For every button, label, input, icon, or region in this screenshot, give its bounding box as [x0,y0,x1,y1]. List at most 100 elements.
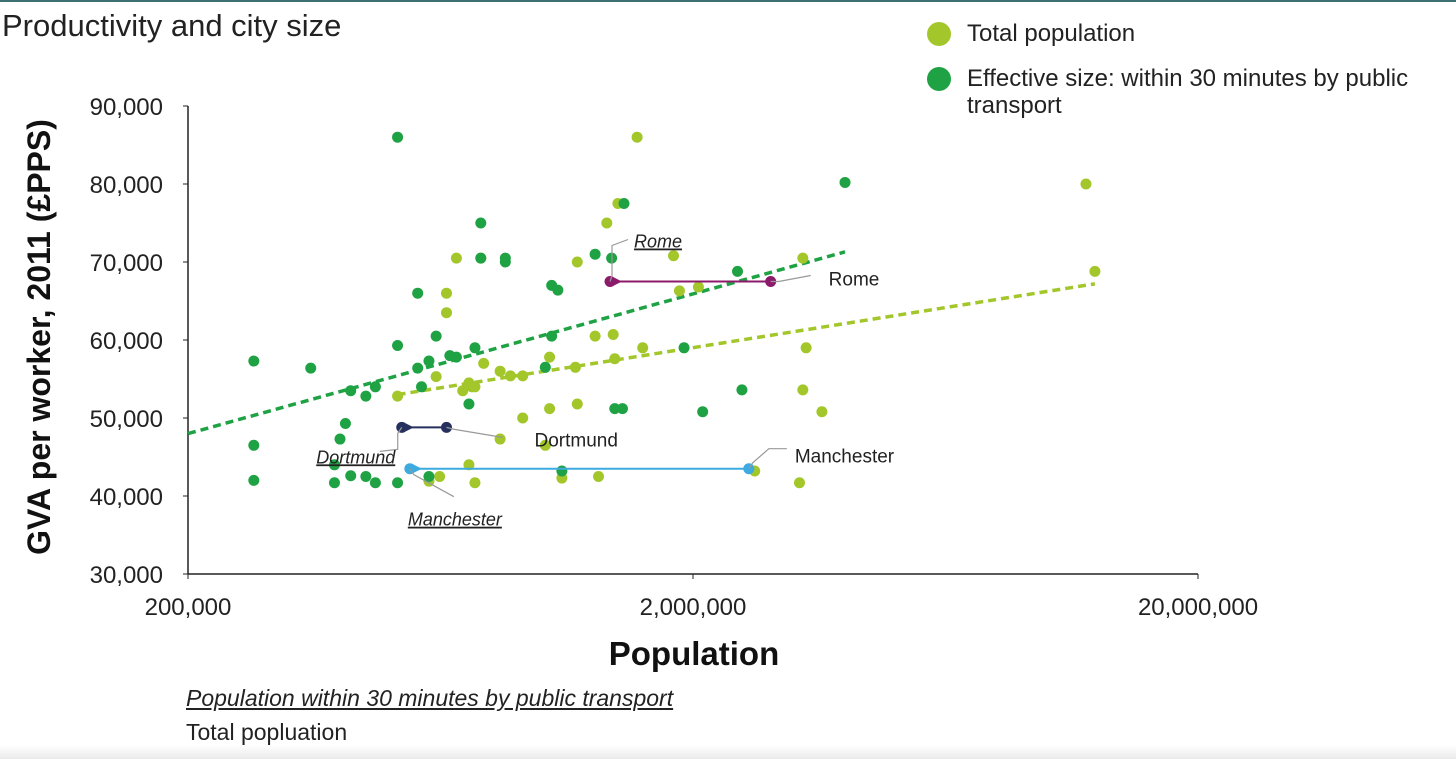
point-effective-size [616,403,628,415]
point-effective-size [469,342,481,354]
bottom-shade [0,745,1456,759]
point-effective-size [392,339,404,351]
leader-manchester-effective [409,468,455,498]
point-total-population [631,131,643,143]
point-effective-size [423,355,435,367]
point-effective-size [423,471,435,482]
point-effective-size [328,459,340,471]
trendline-effective-size-withi [187,250,846,436]
x-axis-label: Population [609,635,779,672]
point-effective-size [609,403,621,415]
footnote-effective: Population within 30 minutes by public t… [186,685,674,711]
point-total-population [450,252,462,264]
legend-swatch-total-population [927,22,951,46]
point-total-population [517,412,529,424]
point-effective-size [248,474,260,486]
label-dortmund-effective: Dortmund [316,447,396,467]
x-tick-label: 20,000,000 [1138,594,1258,621]
point-total-population [469,381,481,393]
y-tick-label: 50,000 [90,406,163,433]
point-effective-size [475,252,487,264]
point-effective-size [475,217,487,229]
point-total-population [569,361,581,373]
point-total-population [571,256,583,268]
point-effective-size [248,439,260,451]
point-total-population [517,370,529,382]
point-effective-size [463,398,475,410]
point-total-population [463,459,475,471]
point-effective-size [839,176,851,188]
chart-title: Productivity and city size [2,8,342,43]
leader-rome-total [770,274,811,283]
point-effective-size [556,465,568,477]
point-total-population [609,353,621,365]
point-effective-size [248,355,260,367]
point-total-population [593,471,605,482]
point-total-population [668,250,680,262]
point-total-population [793,477,805,489]
point-total-population [504,370,516,382]
point-total-population [430,371,442,383]
point-total-population [601,217,613,229]
x-tick-label: 2,000,000 [640,594,747,621]
y-tick-label: 70,000 [90,250,163,277]
leader-rome-effective [609,238,629,282]
point-total-population [544,351,556,363]
point-effective-size [339,417,351,429]
point-total-population [673,285,685,297]
point-total-population [544,403,556,415]
point-effective-size [444,350,456,362]
point-total-population [816,406,828,418]
point-effective-size [416,381,428,393]
y-tick-label: 80,000 [90,172,163,199]
label-rome-effective: Rome [634,232,682,252]
point-total-population [797,252,809,264]
point-effective-size [552,284,564,296]
point-total-population [800,342,812,354]
point-effective-size [618,198,630,209]
point-total-population [469,477,481,489]
point-effective-size [589,248,601,260]
y-axis-label: GVA per worker, 2011 (£PPS) [21,119,57,555]
legend-item-effective-size: Effective size: within 30 minutes by pub… [925,65,1450,119]
point-effective-size [328,477,340,489]
point-total-population [1080,178,1092,190]
point-effective-size [678,342,690,354]
point-total-population [441,307,453,319]
point-effective-size [360,390,372,402]
point-total-population [1089,265,1101,277]
label-dortmund-total: Dortmund [535,430,618,451]
point-effective-size [732,265,744,277]
point-total-population [434,471,446,482]
point-effective-size [499,256,511,268]
point-effective-size [360,471,372,482]
point-total-population [571,398,583,410]
point-effective-size [369,381,381,393]
point-total-population [494,433,506,445]
top-rule [0,0,1456,2]
point-effective-size [697,406,709,418]
point-effective-size [546,330,558,342]
point-effective-size [305,362,317,374]
point-effective-size [736,384,748,396]
point-effective-size [430,330,442,342]
point-effective-size [392,477,404,489]
point-total-population [457,385,469,397]
point-total-population [494,365,506,377]
point-total-population [589,330,601,342]
leader-dortmund-total [446,426,503,438]
legend-label-total-population: Total population [967,20,1136,47]
footnote-total: Total popluation [186,719,348,745]
leader-manchester-total [748,448,787,470]
point-total-population [637,342,649,354]
point-effective-size [392,131,404,143]
point-effective-size [412,287,424,299]
point-total-population [607,329,619,341]
point-total-population [692,281,704,293]
label-manchester-total: Manchester [795,447,895,468]
trendline-total-population [397,282,1096,397]
axes: 30,000 40,000 50,000 60,000 70,000 80,000 90,0… [21,94,1258,672]
legend-label-effective-size: Effective size: within 30 minutes by pub… [967,65,1409,119]
leader-dortmund-effective [379,427,403,452]
